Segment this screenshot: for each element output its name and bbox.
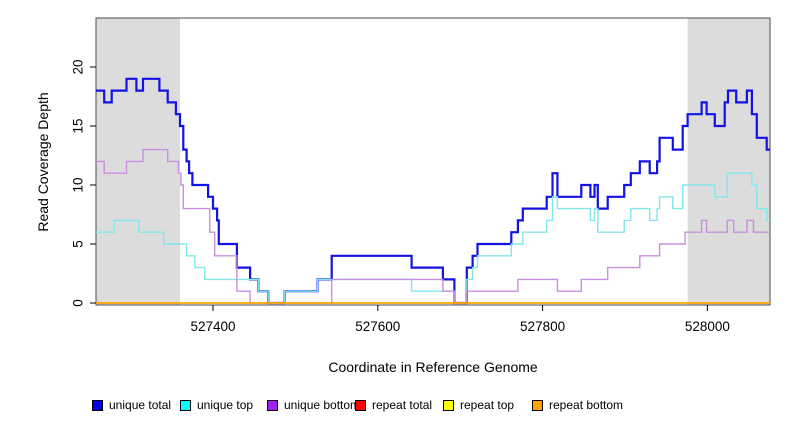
legend-item-unique-bottom: unique bottom bbox=[267, 397, 360, 413]
series-line-unique-top bbox=[96, 172, 770, 304]
legend-item-repeat-top: repeat top bbox=[443, 397, 514, 413]
legend-swatch-icon bbox=[180, 399, 191, 411]
y-tick-label: 10 bbox=[71, 177, 86, 192]
legend-label: unique total bbox=[109, 398, 172, 412]
x-axis-title: Coordinate in Reference Genome bbox=[0, 359, 792, 375]
legend-swatch-icon bbox=[267, 399, 278, 411]
series-line-unique-total bbox=[96, 77, 770, 305]
legend-label: repeat bottom bbox=[549, 398, 624, 412]
x-axis-title-text: Coordinate in Reference Genome bbox=[328, 359, 538, 375]
y-axis-title: Read Coverage Depth bbox=[35, 12, 51, 312]
chart-legend: unique total unique top unique bottom repea… bbox=[0, 397, 792, 417]
y-tick-label: 5 bbox=[71, 240, 86, 248]
legend-label: unique top bbox=[197, 398, 254, 412]
legend-label: unique bottom bbox=[284, 398, 361, 412]
x-tick-label: 527400 bbox=[190, 319, 235, 334]
legend-item-unique-top: unique top bbox=[180, 397, 253, 413]
legend-item-repeat-total: repeat total bbox=[355, 397, 432, 413]
y-tick-label: 20 bbox=[71, 59, 86, 74]
series-line-unique-bottom bbox=[96, 148, 770, 304]
plot-border bbox=[95, 17, 771, 306]
axes-layer: 527400 527600 527800 528000 0 5 10 15 20 bbox=[71, 59, 730, 334]
legend-label: repeat top bbox=[460, 398, 515, 412]
legend-label: repeat total bbox=[372, 398, 433, 412]
legend-item-repeat-bottom: repeat bottom bbox=[532, 397, 623, 413]
masked-region bbox=[687, 18, 770, 305]
y-tick-label: 15 bbox=[71, 118, 86, 133]
masked-regions-layer bbox=[96, 18, 770, 305]
series-layer bbox=[96, 77, 770, 305]
legend-swatch-icon bbox=[92, 399, 103, 411]
legend-swatch-icon bbox=[355, 399, 366, 411]
legend-swatch-icon bbox=[532, 399, 543, 411]
x-tick-label: 527800 bbox=[520, 319, 565, 334]
legend-swatch-icon bbox=[443, 399, 454, 411]
x-tick-label: 527600 bbox=[355, 319, 400, 334]
y-axis-title-text: Read Coverage Depth bbox=[35, 92, 51, 232]
y-tick-label: 0 bbox=[71, 299, 86, 307]
plot-box-layer bbox=[95, 17, 771, 306]
x-tick-label: 528000 bbox=[685, 319, 730, 334]
legend-item-unique-total: unique total bbox=[92, 397, 171, 413]
